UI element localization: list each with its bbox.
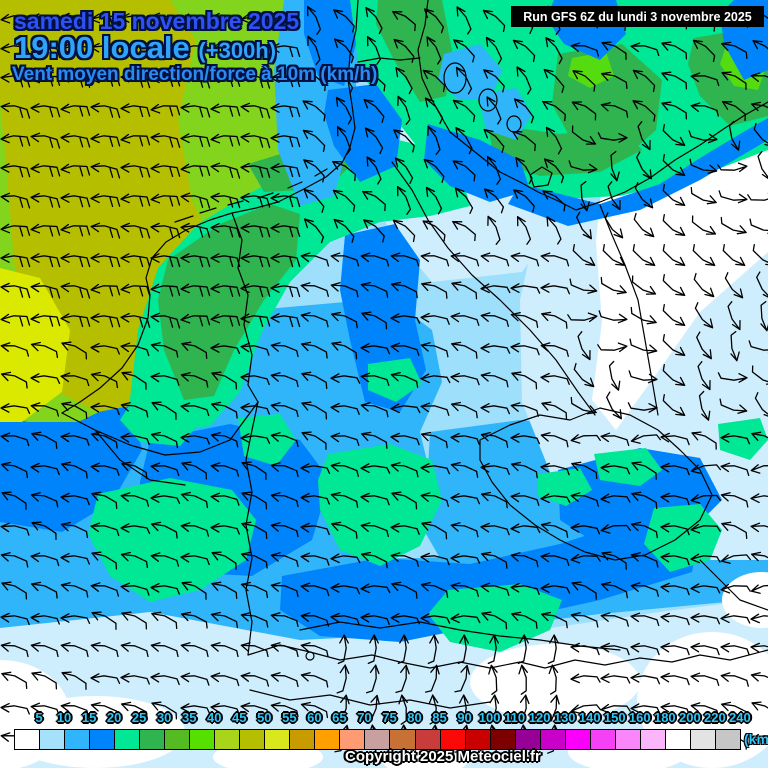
legend-tick-label: 220 (704, 710, 726, 725)
legend-tick-label: 50 (257, 710, 272, 725)
legend-cell: 160 (614, 711, 651, 750)
legend-tick-label: 30 (156, 710, 172, 725)
legend-cell: 35 (164, 711, 196, 750)
coastlines-borders-layer (61, 0, 768, 709)
legend-tick-label: 65 (332, 710, 347, 725)
legend-cell: 120 (514, 711, 551, 750)
legend-cell: 130 (539, 711, 576, 750)
legend-tick-label: 75 (382, 710, 397, 725)
legend-tick-label: 5 (35, 710, 43, 725)
legend-tick-label: 80 (407, 710, 422, 725)
legend-cell: 100 (464, 711, 500, 750)
legend-tick-label: 45 (232, 710, 247, 725)
legend-cell: 45 (214, 711, 247, 750)
legend-tick-label: 40 (207, 710, 222, 725)
legend-cell: 55 (264, 711, 297, 750)
local-time-label: 19:00 locale (14, 30, 190, 65)
legend-tick-label: 35 (181, 710, 197, 725)
forecast-hour-offset-label: (+300h) (198, 38, 277, 63)
legend-cell: 25 (114, 711, 146, 750)
legend-tick-label: 180 (653, 710, 676, 725)
legend-cell: 140 (564, 711, 601, 750)
legend-cell: 80 (389, 711, 422, 750)
legend-unit-label: (km/h) (744, 731, 768, 747)
model-run-badge: Run GFS 6Z du lundi 3 novembre 2025 (511, 6, 764, 27)
legend-cell: 30 (139, 711, 171, 750)
legend-tick-label: 110 (504, 710, 526, 725)
legend-tick-label: 150 (603, 710, 626, 725)
legend-tick-label: 70 (357, 710, 372, 725)
legend-tick-label: 240 (729, 710, 751, 725)
legend-cell: 180 (639, 711, 676, 750)
legend-cell: 65 (314, 711, 347, 750)
legend-tick-label: 85 (432, 710, 447, 725)
legend-tick-label: 120 (528, 710, 551, 725)
legend-cell: 75 (364, 711, 397, 750)
legend-cell: 200 (664, 711, 701, 750)
legend-cell: 50 (239, 711, 272, 750)
legend-tick-label: 160 (628, 710, 651, 725)
legend-cell: 90 (439, 711, 472, 750)
legend-cell: 110 (489, 711, 525, 750)
legend-cell: 60 (289, 711, 322, 750)
legend-tick-label: 20 (106, 710, 122, 725)
legend-tick-label: 15 (81, 710, 97, 725)
legend-tick-label: 90 (457, 710, 472, 725)
legend-tick-label: 55 (282, 710, 297, 725)
legend-cell: 85 (414, 711, 447, 750)
legend-cell: 10 (39, 711, 71, 750)
legend-cell: 20 (89, 711, 121, 750)
legend-cell: 150 (589, 711, 626, 750)
legend-tick-label: 25 (131, 710, 147, 725)
legend-cell: 15 (64, 711, 96, 750)
legend-tick-label: 140 (578, 710, 601, 725)
legend-cell: 220 (689, 711, 726, 750)
forecast-time-label: 19:00 locale (+300h) (14, 30, 276, 66)
legend-tick-label: 100 (478, 710, 501, 725)
copyright-label: Copyright 2025 Meteociel.fr (345, 748, 541, 765)
wind-speed-color-scale: 5 10 15 20 25 30 35 40 45 50 55 60 65 70 75 80 85 90 100 11… (14, 711, 751, 750)
legend-tick-label: 10 (56, 710, 72, 725)
legend-cell: 5 (14, 711, 43, 750)
legend-tick-label: 130 (553, 710, 576, 725)
legend-cell: 70 (339, 711, 372, 750)
legend-tick-label: 200 (678, 710, 701, 725)
forecast-date-label: samedi 15 novembre 2025 (14, 8, 300, 34)
variable-label: Vent moyen direction/force à 10m (km/h) (12, 64, 378, 85)
legend-cell: 240 (714, 711, 751, 750)
legend-tick-label: 60 (307, 710, 322, 725)
legend-cell: 40 (189, 711, 221, 750)
